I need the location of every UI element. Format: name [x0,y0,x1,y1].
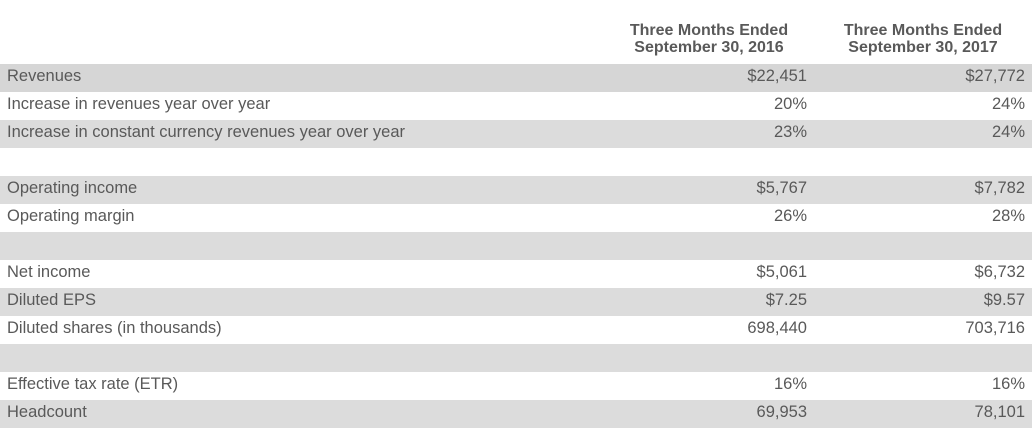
value-2016: 16% [773,375,807,393]
table-row: Headcount 69,953 78,101 [0,400,1032,428]
value-2017: 703,716 [965,319,1025,337]
value-2016: 26% [773,207,807,225]
value-2017: 24% [991,95,1025,113]
table-row: Increase in constant currency revenues y… [0,120,1032,148]
row-label: Net income [7,263,91,281]
value-2017: $27,772 [965,67,1025,85]
table-row-spacer [0,344,1032,372]
row-label: Revenues [7,67,82,85]
column-header-2016-line1: Three Months Ended [629,22,789,39]
row-label: Effective tax rate (ETR) [7,375,179,393]
value-2017: 78,101 [974,403,1025,421]
row-label: Operating income [7,179,138,197]
table-row: Increase in revenues year over year 20% … [0,92,1032,120]
value-2016: $22,451 [747,67,807,85]
value-2017: $9.57 [983,291,1025,309]
table-row: Net income $5,061 $6,732 [0,260,1032,288]
table-row: Operating margin 26% 28% [0,204,1032,232]
column-header-2016: Three Months Ended September 30, 2016 [604,22,814,62]
table-row: Revenues $22,451 $27,772 [0,64,1032,92]
row-label: Diluted shares (in thousands) [7,319,222,337]
value-2016: 23% [773,123,807,141]
value-2017: $6,732 [974,263,1025,281]
value-2016: 20% [773,95,807,113]
value-2017: $7,782 [974,179,1025,197]
table-row: Operating income $5,767 $7,782 [0,176,1032,204]
column-header-2017: Three Months Ended September 30, 2017 [818,22,1028,62]
row-label: Increase in constant currency revenues y… [7,123,406,141]
value-2017: 24% [991,123,1025,141]
row-label: Operating margin [7,207,135,225]
table-row-spacer [0,232,1032,260]
row-label: Diluted EPS [7,291,96,309]
table-body: Revenues $22,451 $27,772 Increase in rev… [0,64,1032,428]
table-row: Effective tax rate (ETR) 16% 16% [0,372,1032,400]
table-row-spacer [0,148,1032,176]
value-2017: 28% [991,207,1025,225]
column-header-2017-line2: September 30, 2017 [848,39,998,56]
value-2016: 69,953 [756,403,807,421]
table-row: Diluted shares (in thousands) 698,440 70… [0,316,1032,344]
row-label: Increase in revenues year over year [7,95,271,113]
table-row: Diluted EPS $7.25 $9.57 [0,288,1032,316]
column-header-2017-line1: Three Months Ended [843,22,1003,39]
value-2017: 16% [991,375,1025,393]
value-2016: 698,440 [747,319,807,337]
value-2016: $5,767 [756,179,807,197]
value-2016: $5,061 [756,263,807,281]
column-header-2016-line2: September 30, 2016 [634,39,784,56]
value-2016: $7.25 [765,291,807,309]
row-label: Headcount [7,403,87,421]
